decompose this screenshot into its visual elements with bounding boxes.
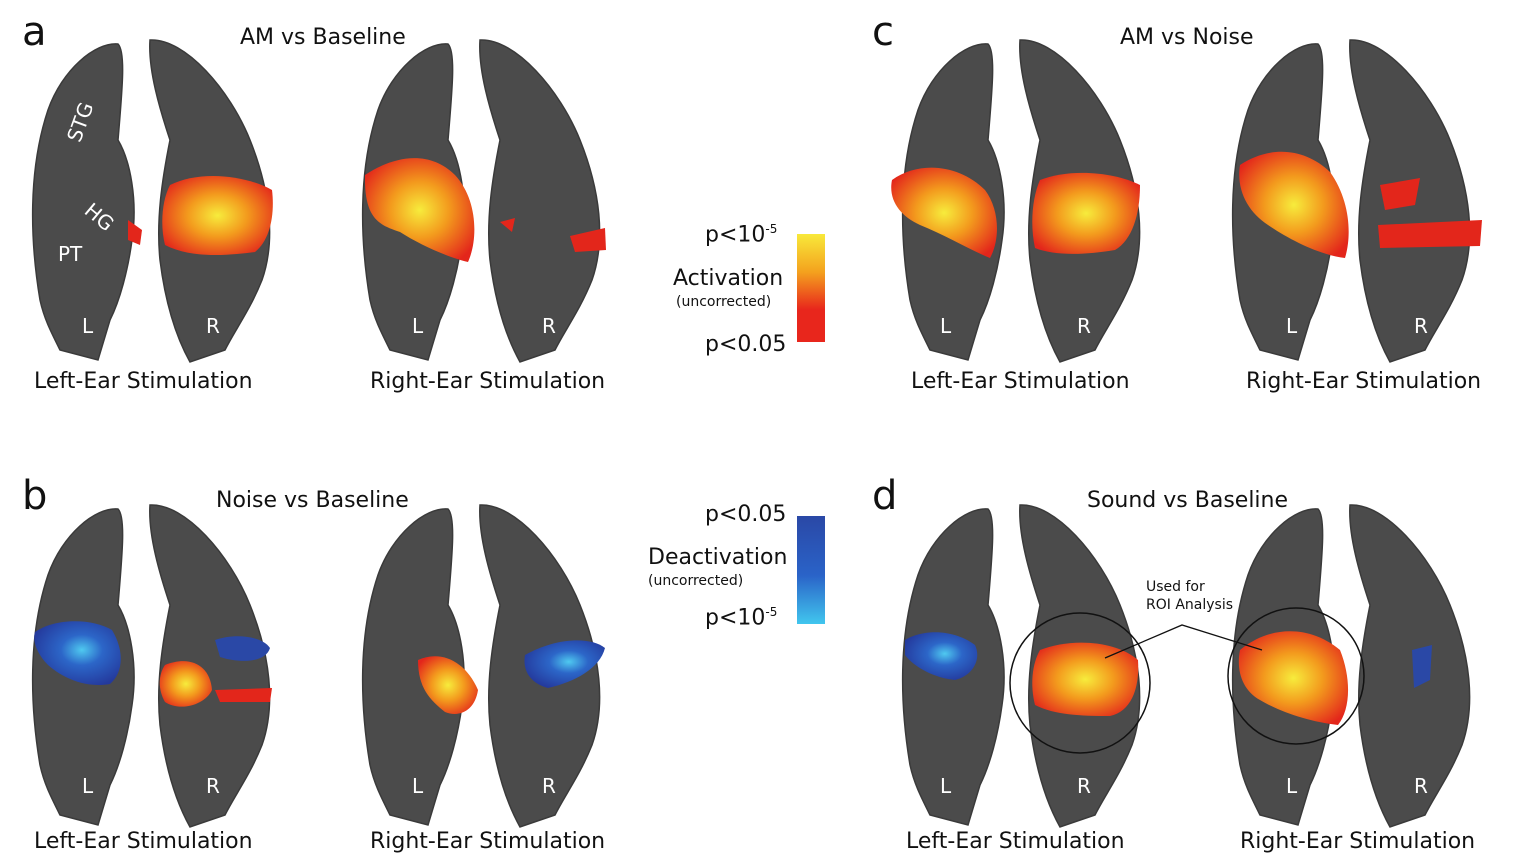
panel-c-title: AM vs Noise bbox=[1120, 25, 1254, 50]
deactivation-bottom-exp: -5 bbox=[765, 605, 778, 619]
deactivation-blob bbox=[34, 621, 121, 686]
roi-note-line-1: Used for bbox=[1146, 579, 1205, 595]
hemisphere-label-right: R bbox=[542, 314, 556, 338]
panel-a-brains bbox=[31, 39, 606, 363]
roi-circle bbox=[1009, 612, 1151, 754]
activation-legend-top: p<10-5 bbox=[705, 222, 777, 247]
deactivation-blob bbox=[524, 640, 605, 688]
deactivation-bottom-base: p<10 bbox=[705, 605, 766, 631]
panel-c-brains bbox=[891, 39, 1482, 363]
panel-a-title: AM vs Baseline bbox=[240, 25, 406, 50]
hemisphere-label-right: R bbox=[206, 774, 220, 798]
panel-c-caption-left: Left-Ear Stimulation bbox=[911, 369, 1130, 394]
panel-letter-c: c bbox=[872, 9, 894, 55]
roi-note: Used for ROI Analysis bbox=[1146, 578, 1233, 614]
roi-note-line-2: ROI Analysis bbox=[1146, 597, 1234, 613]
hemisphere-label-left: L bbox=[940, 774, 952, 798]
panel-d-title: Sound vs Baseline bbox=[1087, 488, 1289, 513]
hemisphere-label-left: L bbox=[1286, 314, 1298, 338]
deactivation-legend-sub: (uncorrected) bbox=[648, 573, 744, 589]
hemisphere-label-left: L bbox=[82, 774, 94, 798]
panel-b-caption-right: Right-Ear Stimulation bbox=[370, 829, 606, 854]
panel-d-caption-left: Left-Ear Stimulation bbox=[906, 829, 1125, 854]
hemisphere-label-right: R bbox=[542, 774, 556, 798]
panel-letter-a: a bbox=[22, 9, 47, 55]
activation-blob bbox=[162, 175, 273, 256]
roi-circle bbox=[1227, 607, 1365, 745]
deactivation-colorbar bbox=[797, 516, 825, 624]
activation-blob bbox=[159, 661, 212, 707]
hemisphere-label-left: L bbox=[412, 314, 424, 338]
activation-blob bbox=[1032, 642, 1139, 716]
activation-top-base: p<10 bbox=[705, 222, 766, 248]
hemisphere-label-right: R bbox=[1077, 774, 1091, 798]
activation-blob bbox=[891, 167, 997, 258]
activation-blob bbox=[418, 656, 478, 714]
panel-d-brains bbox=[901, 504, 1471, 828]
activation-blob bbox=[364, 158, 475, 262]
panel-d-caption-right: Right-Ear Stimulation bbox=[1240, 829, 1476, 854]
activation-colorbar bbox=[797, 234, 825, 342]
deactivation-blob bbox=[905, 632, 978, 680]
panel-letter-d: d bbox=[872, 473, 898, 519]
activation-blob bbox=[1032, 172, 1140, 254]
deactivation-legend-top: p<0.05 bbox=[705, 502, 787, 527]
roi-pointer-lines bbox=[1104, 624, 1263, 659]
hemisphere-label-left: L bbox=[940, 314, 952, 338]
hemisphere-label-right: R bbox=[206, 314, 220, 338]
hemisphere-label-left: L bbox=[1286, 774, 1298, 798]
panel-b-title: Noise vs Baseline bbox=[216, 488, 409, 513]
panel-b-brains bbox=[31, 504, 605, 828]
deactivation-legend-bottom: p<10-5 bbox=[705, 605, 777, 630]
panel-c-caption-right: Right-Ear Stimulation bbox=[1246, 369, 1482, 394]
activation-blob bbox=[1239, 151, 1349, 258]
activation-legend-label: Activation bbox=[673, 266, 784, 291]
panel-a-caption-right: Right-Ear Stimulation bbox=[370, 369, 606, 394]
activation-legend-sub: (uncorrected) bbox=[676, 294, 772, 310]
panel-b-caption-left: Left-Ear Stimulation bbox=[34, 829, 253, 854]
activation-legend-bottom: p<0.05 bbox=[705, 332, 787, 357]
label-pt: PT bbox=[58, 242, 83, 266]
hemisphere-label-left: L bbox=[82, 314, 94, 338]
hemisphere-label-right: R bbox=[1414, 314, 1428, 338]
panel-a-caption-left: Left-Ear Stimulation bbox=[34, 369, 253, 394]
activation-top-exp: -5 bbox=[765, 222, 778, 236]
activation-blob bbox=[1238, 631, 1349, 725]
hemisphere-label-right: R bbox=[1414, 774, 1428, 798]
panel-letter-b: b bbox=[22, 473, 48, 519]
deactivation-legend-label: Deactivation bbox=[648, 545, 788, 570]
hemisphere-label-right: R bbox=[1077, 314, 1091, 338]
hemisphere-label-left: L bbox=[412, 774, 424, 798]
